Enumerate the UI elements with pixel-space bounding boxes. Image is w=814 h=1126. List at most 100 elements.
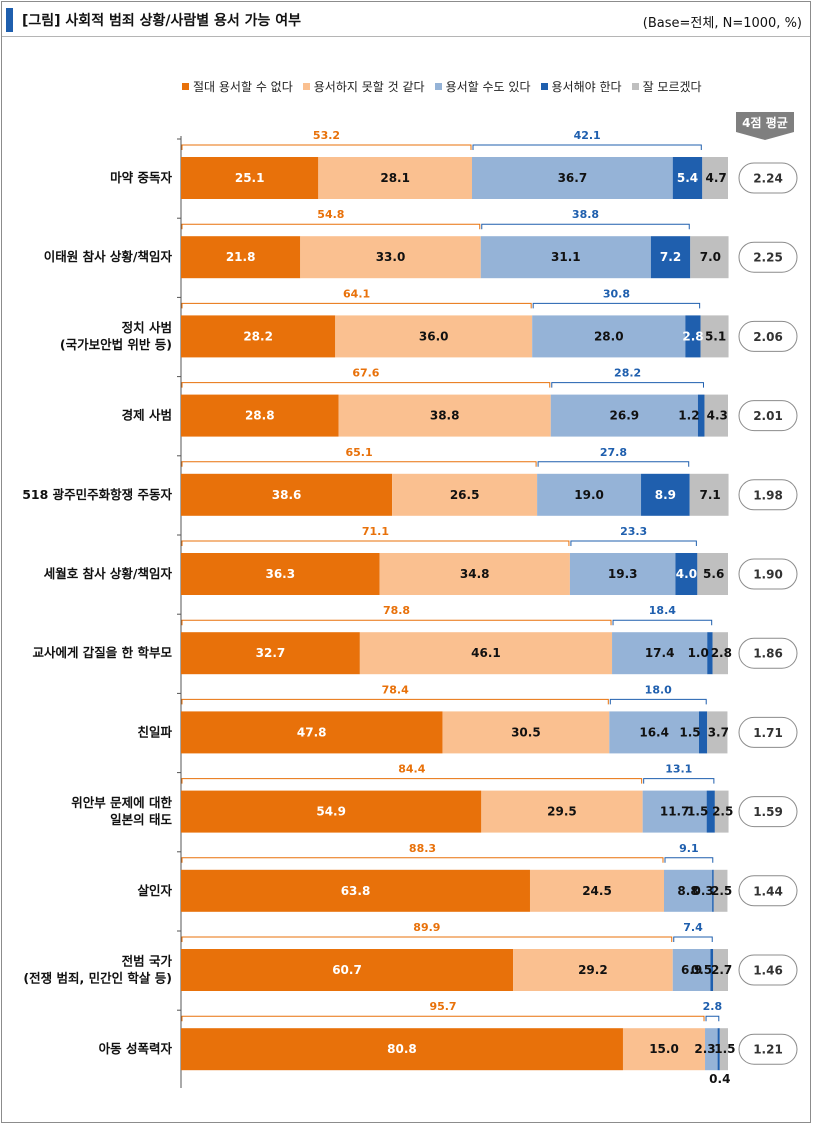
data-label-s3: 36.7 [558, 171, 588, 185]
positive-bracket [609, 698, 707, 705]
data-label-s4: 0.3 [693, 884, 714, 898]
bar-segment-s2 [513, 949, 673, 991]
bar-segment-s2 [318, 157, 473, 199]
bar-segment-s4 [710, 949, 714, 991]
avg-pill [738, 796, 798, 828]
data-label-s1: 60.7 [332, 963, 362, 977]
avg-pill [738, 1033, 798, 1065]
data-label-s2: 36.0 [419, 329, 449, 343]
bar-segment-s4 [707, 632, 713, 675]
negative-bracket [181, 461, 537, 467]
bar-segment-s4 [717, 1028, 720, 1071]
bar-segment-s2 [338, 394, 551, 437]
legend-swatch-s5 [631, 83, 639, 90]
bar-segment-s1 [181, 553, 380, 595]
bar-segment-s5 [704, 394, 728, 437]
bar-segment-s4 [697, 394, 705, 437]
avg-pill [738, 241, 798, 273]
positive-sum-label: 28.2 [614, 367, 641, 380]
data-label-s3: 28.0 [594, 329, 624, 343]
bar-segment-s4 [650, 236, 691, 279]
data-label-s1: 80.8 [387, 1042, 417, 1056]
data-label-s3: 26.9 [610, 409, 640, 423]
negative-sum-label: 65.1 [345, 446, 372, 459]
avg-value: 1.71 [753, 726, 783, 740]
negative-sum-label: 53.2 [313, 129, 340, 142]
bar-segment-s4 [712, 869, 714, 912]
data-label-s3: 11.7 [660, 805, 690, 819]
data-label-s1: 47.8 [297, 725, 327, 739]
data-label-s4: 2.8 [682, 329, 703, 343]
data-label-s3: 19.0 [574, 488, 604, 502]
data-label-s2: 33.0 [376, 250, 406, 264]
bar-segment-s1 [181, 473, 393, 516]
positive-sum-label: 42.1 [574, 129, 601, 142]
bar-segment-s1 [181, 711, 443, 754]
data-label-s2: 30.5 [511, 725, 541, 739]
bar-segment-s5 [707, 711, 728, 754]
category-label: 세월호 참사 상황/책임자 [44, 566, 173, 581]
avg-value: 2.01 [753, 409, 783, 423]
negative-bracket [181, 540, 570, 546]
legend-item-s5: 잘 모르겠다 [631, 78, 702, 95]
negative-sum-label: 88.3 [409, 842, 436, 855]
positive-sum-label: 38.8 [572, 208, 599, 221]
data-label-s3: 17.4 [645, 646, 675, 660]
data-label-s3: 8.8 [677, 884, 698, 898]
positive-sum-label: 7.4 [683, 921, 703, 934]
positive-bracket [643, 778, 715, 784]
bar-segment-s4 [641, 473, 690, 516]
title-bar: [그림] 사회적 범죄 상황/사람별 용서 가능 여부 (Base=전체, N=… [2, 2, 810, 37]
bar-segment-s3 [642, 790, 707, 833]
bar-segment-s4 [675, 553, 698, 595]
positive-bracket [570, 540, 697, 546]
positive-sum-label: 18.4 [649, 604, 676, 617]
avg-pill [738, 875, 798, 907]
avg-header-badge [736, 112, 794, 140]
data-label-s2: 29.2 [578, 963, 608, 977]
bar-segment-s3 [550, 394, 698, 437]
avg-pill [738, 479, 798, 511]
data-label-s3: 19.3 [608, 567, 638, 581]
category-label: (전쟁 범죄, 민간인 학살 등) [23, 971, 172, 986]
data-label-s4: 8.9 [655, 488, 676, 502]
negative-sum-label: 71.1 [362, 525, 389, 538]
avg-value: 1.44 [753, 884, 783, 898]
bar-segment-s3 [612, 632, 708, 675]
chart-title: [그림] 사회적 범죄 상황/사람별 용서 가능 여부 [22, 13, 301, 29]
negative-sum-label: 64.1 [343, 287, 370, 300]
avg-pill [738, 162, 798, 194]
bar-segment-s4 [672, 157, 703, 199]
bar-segment-s1 [181, 790, 482, 833]
bar-segment-s1 [181, 315, 336, 358]
bar-segment-s1 [181, 157, 319, 199]
data-label-s5: 7.1 [699, 488, 720, 502]
category-label: 정치 사범 [122, 320, 172, 335]
negative-bracket [181, 698, 609, 705]
category-label: 마약 중독자 [110, 170, 172, 185]
bar-segment-s1 [181, 869, 530, 912]
positive-bracket [612, 619, 713, 626]
avg-pill [738, 320, 798, 352]
legend-item-s4: 용서해야 한다 [540, 78, 622, 95]
data-label-s4: 1.5 [679, 725, 700, 739]
data-label-s1: 54.9 [316, 805, 346, 819]
bar-segment-s5 [719, 1028, 728, 1071]
bar-segment-s3 [480, 236, 651, 279]
legend: 절대 용서할 수 없다 용서하지 못할 것 같다 용서할 수도 있다 용서해야 … [182, 78, 702, 95]
positive-sum-label: 27.8 [600, 446, 627, 459]
data-label-s5: 3.7 [708, 725, 729, 739]
bar-segment-s5 [689, 473, 729, 516]
bar-segment-s2 [392, 473, 538, 516]
bar-segment-s5 [713, 949, 728, 991]
bar-segment-s2 [359, 632, 613, 675]
bar-segment-s3 [705, 1028, 718, 1071]
data-label-s5: 5.1 [705, 329, 726, 343]
bar-segment-s2 [529, 869, 665, 912]
positive-bracket [551, 382, 704, 388]
bar-segment-s4 [706, 790, 715, 833]
avg-value: 2.06 [753, 330, 783, 344]
category-label: 518 광주민주화항쟁 주동자 [22, 487, 172, 502]
data-label-s3: 2.3 [694, 1042, 715, 1056]
